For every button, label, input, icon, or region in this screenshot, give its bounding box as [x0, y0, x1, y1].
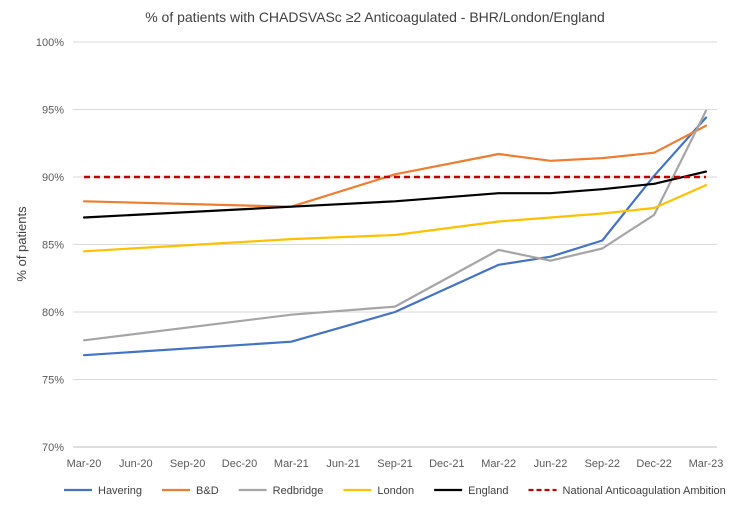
legend-label: London	[377, 485, 414, 497]
y-tick-label: 70%	[42, 442, 64, 454]
y-tick-label: 80%	[42, 307, 64, 319]
legend-label: Havering	[98, 485, 142, 497]
y-axis-title: % of patients	[14, 206, 29, 282]
x-tick-label: Mar-20	[67, 458, 102, 470]
legend-item: England	[434, 485, 509, 497]
series-line-redbridge	[82, 109, 708, 342]
series-lines	[82, 109, 708, 357]
legend-item: Havering	[64, 485, 142, 497]
chart-title: % of patients with CHADSVASc ≥2 Anticoag…	[145, 9, 605, 25]
y-tick-label: 100%	[36, 37, 64, 49]
series-line-b-d	[82, 124, 708, 208]
x-tick-label: Dec-22	[636, 458, 671, 470]
y-tick-label: 95%	[42, 105, 64, 117]
series-line-london	[82, 184, 708, 253]
y-axis-ticks: 70% 75% 80% 85% 90% 95% 100%	[36, 37, 64, 454]
series-line-havering	[82, 116, 708, 357]
x-tick-label: Sep-20	[170, 458, 205, 470]
x-axis-ticks: Mar-20 Jun-20 Sep-20 Dec-20 Mar-21 Jun-21 Sep-…	[67, 458, 724, 470]
legend: Havering B&D Redbridge London England Nationa…	[64, 485, 726, 497]
y-tick-label: 85%	[42, 240, 64, 252]
x-tick-label: Jun-21	[326, 458, 360, 470]
x-tick-label: Sep-22	[585, 458, 620, 470]
x-tick-label: Mar-22	[481, 458, 516, 470]
gridlines	[73, 41, 717, 448]
x-tick-label: Jun-22	[534, 458, 568, 470]
y-tick-label: 75%	[42, 375, 64, 387]
x-tick-label: Dec-20	[222, 458, 257, 470]
x-tick-label: Mar-21	[274, 458, 309, 470]
legend-label: Redbridge	[273, 485, 324, 497]
x-tick-label: Dec-21	[429, 458, 464, 470]
x-tick-label: Jun-20	[119, 458, 153, 470]
y-tick-label: 90%	[42, 172, 64, 184]
legend-item: B&D	[162, 485, 219, 497]
legend-item: National Anticoagulation Ambition	[528, 485, 726, 497]
x-tick-label: Sep-21	[377, 458, 412, 470]
legend-label: B&D	[196, 485, 219, 497]
x-tick-label: Mar-23	[689, 458, 724, 470]
legend-item: London	[343, 485, 414, 497]
legend-label: National Anticoagulation Ambition	[563, 485, 726, 497]
legend-label: England	[468, 485, 508, 497]
legend-item: Redbridge	[238, 485, 324, 497]
series-line-england	[82, 170, 708, 219]
